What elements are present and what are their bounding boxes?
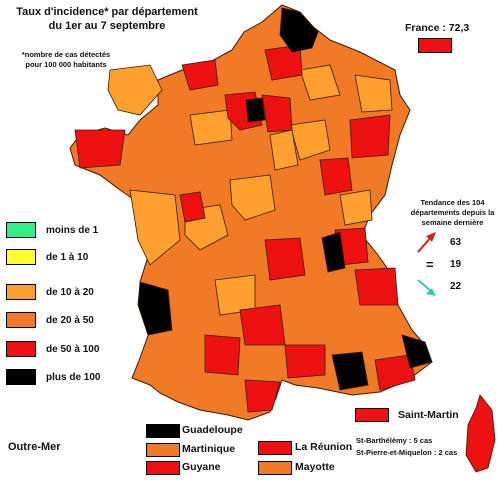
legend-label: de 1 à 10: [46, 251, 89, 263]
legend-swatch: [6, 312, 36, 328]
reunion-label: La Réunion: [295, 441, 353, 453]
saint-martin-swatch: [355, 408, 389, 422]
map-title: Taux d'incidence* par département du 1er…: [2, 5, 212, 33]
legend-item-20-50: de 20 à 50: [6, 311, 94, 329]
trend-title-line2: départements depuis la: [410, 208, 495, 217]
corsica: [465, 394, 496, 473]
legend-item-moins-de-1: moins de 1: [6, 221, 98, 239]
legend-item-1-10: de 1 à 10: [6, 248, 88, 266]
st-barthelemy-note: St-Barthélémy : 5 cas: [356, 436, 433, 445]
mayotte-swatch: [258, 461, 292, 475]
martinique-swatch: [146, 443, 180, 457]
legend-label: de 20 à 50: [46, 314, 94, 326]
trend-equal-value: 19: [450, 259, 462, 270]
trend-up-value: 63: [450, 237, 462, 248]
guadeloupe-swatch: [146, 424, 180, 438]
arrow-down-right-icon: [417, 279, 433, 293]
legend-item-plus-de-100: plus de 100: [6, 368, 100, 386]
legend-swatch: [6, 341, 36, 357]
mayotte-label: Mayotte: [295, 461, 335, 473]
guyane-swatch: [146, 461, 180, 475]
france-average-swatch: [418, 38, 452, 53]
map-title-line2: du 1er au 7 septembre: [48, 20, 166, 32]
legend-swatch: [6, 284, 36, 300]
footnote-line1: *nombre de cas détectés: [21, 50, 111, 59]
legend-swatch: [6, 249, 36, 265]
legend-swatch: [6, 369, 36, 385]
map-title-line1: Taux d'incidence* par département: [16, 6, 198, 18]
trend-title-line3: semaine dernière: [421, 218, 484, 227]
reunion-swatch: [258, 441, 292, 455]
guyane-label: Guyane: [182, 461, 221, 473]
legend-label: moins de 1: [46, 224, 99, 236]
legend-label: de 50 à 100: [46, 343, 100, 355]
france-average-label: France : 72,3: [405, 22, 470, 34]
guadeloupe-label: Guadeloupe: [182, 424, 243, 436]
map-footnote: *nombre de cas détectés pour 100 000 hab…: [2, 50, 130, 70]
legend-item-10-20: de 10 à 20: [6, 283, 94, 301]
st-pierre-note: St-Pierre-et-Miquelon : 2 cas: [356, 448, 458, 457]
trend-equal-symbol: =: [426, 257, 434, 272]
legend-swatch: [6, 222, 36, 238]
outre-mer-label: Outre-Mer: [8, 441, 61, 453]
martinique-label: Martinique: [182, 443, 236, 455]
legend-label: de 10 à 20: [46, 286, 94, 298]
legend-item-50-100: de 50 à 100: [6, 340, 99, 358]
trend-title-line1: Tendance des 104: [420, 198, 485, 207]
trend-down-value: 22: [450, 281, 462, 292]
footnote-line2: pour 100 000 habitants: [25, 60, 107, 69]
trend-title: Tendance des 104 départements depuis la …: [405, 198, 500, 228]
saint-martin-label: Saint-Martin: [398, 409, 459, 421]
legend-label: plus de 100: [46, 371, 101, 383]
